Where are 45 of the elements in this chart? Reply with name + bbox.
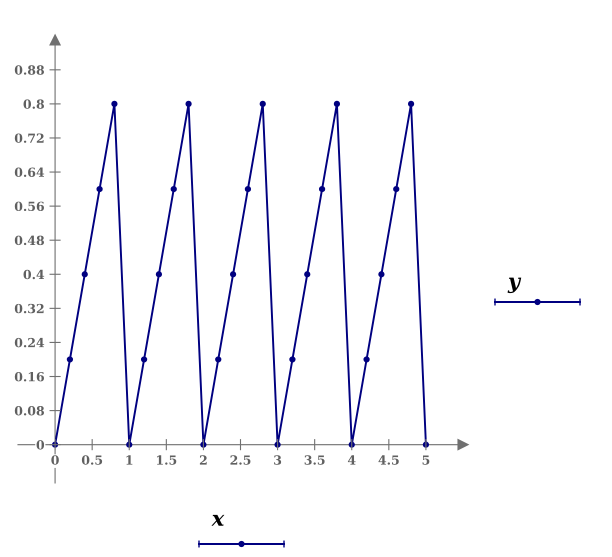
point bbox=[378, 271, 385, 278]
point bbox=[363, 356, 370, 363]
point bbox=[140, 356, 148, 363]
point bbox=[393, 186, 400, 192]
y-tick-label: 0.56 bbox=[14, 202, 44, 212]
y-tick-label: 0.72 bbox=[14, 133, 44, 143]
x-axis-title: x bbox=[211, 514, 224, 526]
x-tick-label: 4.5 bbox=[378, 455, 399, 465]
point bbox=[215, 356, 222, 363]
x-tick-label: 0.5 bbox=[82, 455, 102, 465]
point bbox=[156, 271, 162, 278]
x-tick-label: 4 bbox=[348, 455, 356, 465]
y-tick-label: 0.64 bbox=[14, 168, 44, 177]
point bbox=[318, 186, 326, 192]
y-tick-label: 0 bbox=[36, 440, 44, 450]
x-tick-label: 0 bbox=[51, 455, 59, 465]
x-tick-label: 5 bbox=[422, 455, 430, 465]
point bbox=[82, 271, 88, 278]
point bbox=[304, 271, 310, 278]
y-tick-label: 0.48 bbox=[14, 236, 44, 246]
point bbox=[230, 271, 236, 278]
y-tick-label: 0.08 bbox=[14, 406, 44, 416]
point bbox=[185, 100, 192, 108]
point bbox=[170, 186, 177, 192]
y-tick-label: 0.24 bbox=[14, 338, 44, 348]
point bbox=[260, 100, 266, 108]
x-tick-label: 3 bbox=[274, 455, 282, 465]
y-tick-label: 0.8 bbox=[24, 99, 44, 109]
x-tick-label: 1 bbox=[126, 455, 132, 465]
point bbox=[408, 100, 414, 108]
y-tick-label: 0.32 bbox=[14, 304, 44, 314]
point bbox=[289, 356, 296, 363]
y-tick-label: 0.4 bbox=[24, 270, 44, 280]
point bbox=[111, 100, 118, 108]
y-tick-label: 0.88 bbox=[14, 65, 44, 75]
x-tick-label: 2.5 bbox=[230, 455, 250, 465]
point bbox=[96, 186, 103, 192]
y-axis-title: y bbox=[508, 278, 522, 294]
point bbox=[244, 186, 252, 192]
point bbox=[334, 100, 340, 108]
x-tick-label: 2 bbox=[200, 455, 207, 465]
x-tick-label: 3.5 bbox=[304, 455, 325, 465]
x-tick-label: 1.5 bbox=[156, 455, 176, 465]
y-tick-label: 0.16 bbox=[14, 372, 44, 382]
point bbox=[66, 356, 74, 363]
